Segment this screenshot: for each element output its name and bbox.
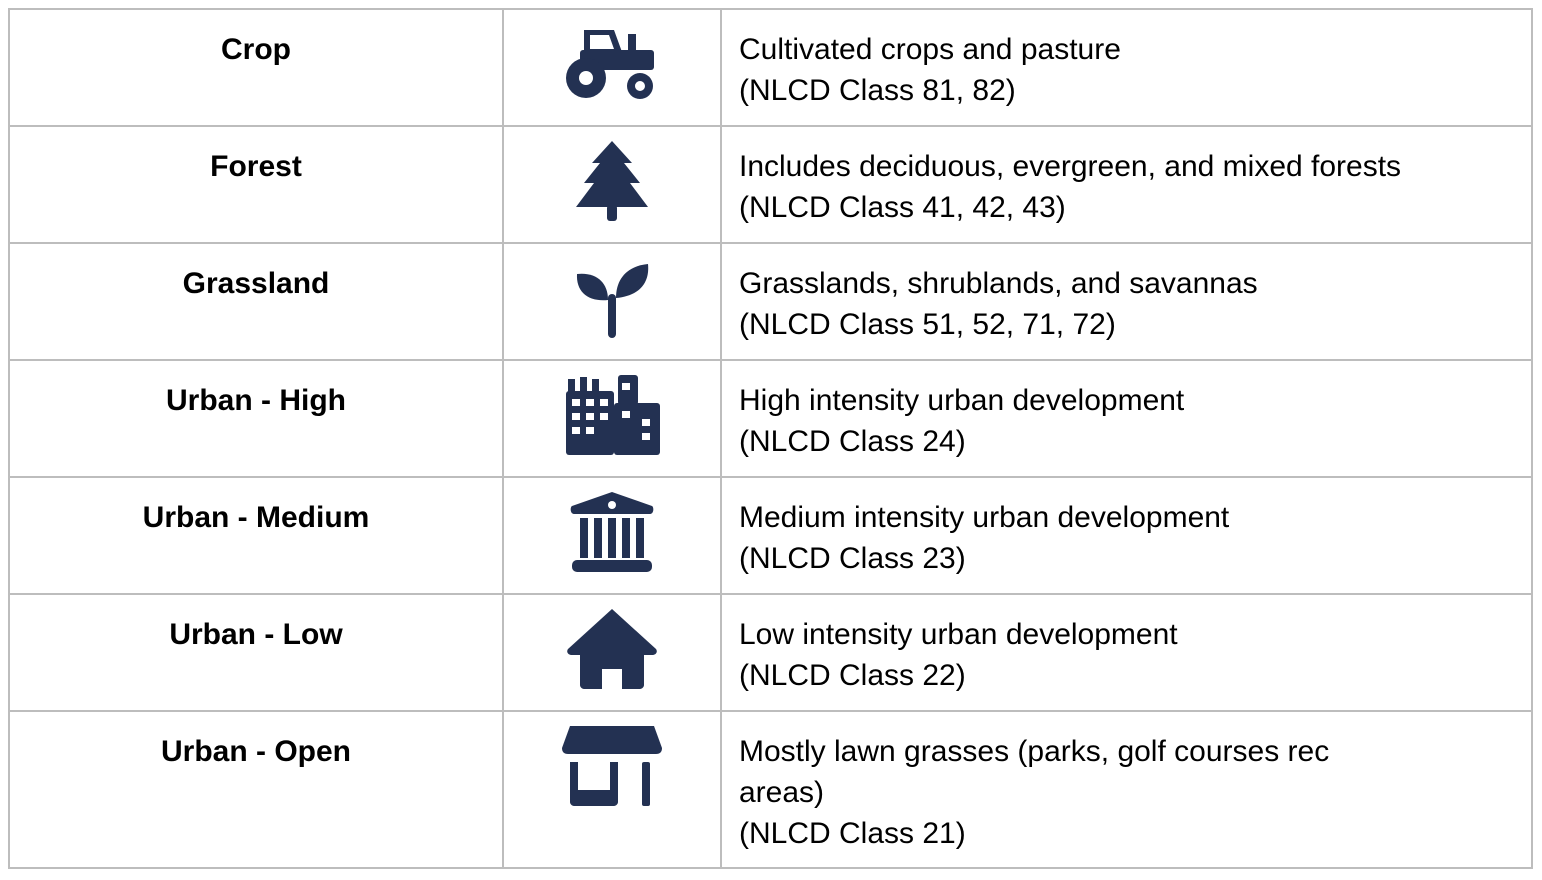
- class-name: Urban - High: [8, 359, 504, 478]
- store-icon: [562, 726, 662, 806]
- class-description: Grasslands, shrublands, and savannas (NL…: [720, 242, 1533, 361]
- class-description: Mostly lawn grasses (parks, golf courses…: [720, 710, 1533, 869]
- table-row: Urban - Low Low intensity urban developm…: [8, 593, 1533, 712]
- class-description: High intensity urban development (NLCD C…: [720, 359, 1533, 478]
- class-name: Urban - Low: [8, 593, 504, 712]
- house-icon: [567, 609, 657, 689]
- class-description: Low intensity urban development (NLCD Cl…: [720, 593, 1533, 712]
- class-description: Medium intensity urban development (NLCD…: [720, 476, 1533, 595]
- seedling-icon: [576, 264, 649, 338]
- tractor-icon: [566, 30, 654, 99]
- land-cover-table: Crop Cultivated crops and pasture (NLCD …: [8, 8, 1533, 869]
- class-description: Cultivated crops and pasture (NLCD Class…: [720, 8, 1533, 127]
- class-name: Grassland: [8, 242, 504, 361]
- table-row: Forest Includes deciduous, evergreen, an…: [8, 125, 1533, 244]
- bank-building-icon: [570, 492, 654, 572]
- class-name: Urban - Medium: [8, 476, 504, 595]
- table-row: Grassland Grasslands, shrublands, and sa…: [8, 242, 1533, 361]
- class-name: Crop: [8, 8, 504, 127]
- table-row: Urban - Medium Medium intensity urban de…: [8, 476, 1533, 595]
- class-name: Urban - Open: [8, 710, 504, 869]
- class-description: Includes deciduous, evergreen, and mixed…: [720, 125, 1533, 244]
- city-buildings-icon: [566, 375, 660, 455]
- table-row: Crop Cultivated crops and pasture (NLCD …: [8, 8, 1533, 127]
- table-row: Urban - High: [8, 359, 1533, 478]
- table-row: Urban - Open Mostly lawn grasses (parks,…: [8, 710, 1533, 869]
- pine-tree-icon: [576, 141, 648, 221]
- class-name: Forest: [8, 125, 504, 244]
